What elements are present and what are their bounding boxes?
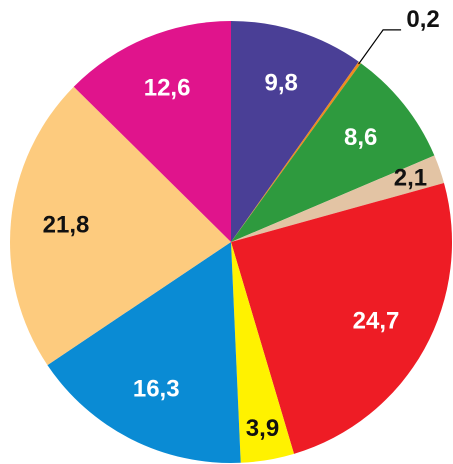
- pie-slice: [231, 61, 361, 243]
- data-label: 21,8: [43, 212, 90, 239]
- data-label: 3,9: [246, 415, 279, 442]
- data-label: 9,8: [265, 69, 298, 96]
- pie-slice: [231, 155, 444, 242]
- pie-slice: [47, 242, 241, 463]
- leader-line: [358, 29, 402, 65]
- pie-slice: [73, 21, 232, 242]
- pie-slice: [231, 183, 452, 454]
- pie-slice: [231, 63, 435, 242]
- data-label: 16,3: [133, 375, 180, 402]
- pie-slice: [231, 242, 294, 463]
- data-label: 0,2: [406, 6, 439, 33]
- data-label: 2,1: [394, 165, 427, 192]
- data-label: 24,7: [353, 308, 400, 335]
- data-label: 12,6: [144, 74, 191, 101]
- data-label: 8,6: [344, 124, 377, 151]
- pie-slice: [231, 21, 359, 242]
- pie-slice: [9, 86, 231, 366]
